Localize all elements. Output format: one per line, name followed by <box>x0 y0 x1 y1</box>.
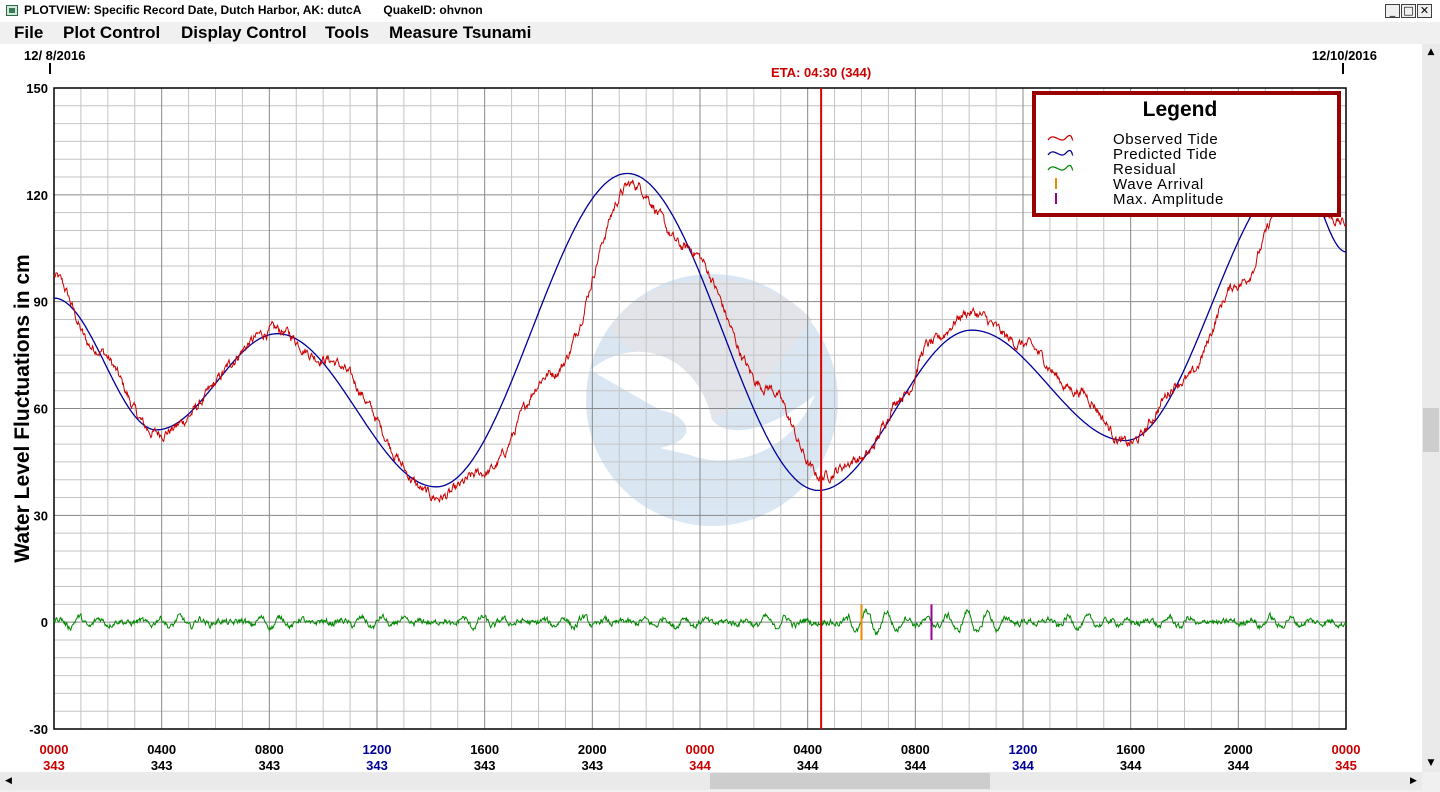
x-tick-day: 343 <box>581 758 603 772</box>
noaa-logo-icon <box>586 274 838 526</box>
horizontal-scroll-thumb[interactable] <box>710 773 990 789</box>
x-tick-time: 0000 <box>686 742 715 757</box>
vertical-scroll-thumb[interactable] <box>1423 408 1439 452</box>
y-tick-label: 0 <box>41 615 48 630</box>
title-bar: PLOTVIEW: Specific Record Date, Dutch Ha… <box>0 0 1440 23</box>
y-tick-label: 90 <box>34 295 48 310</box>
x-tick-day: 343 <box>151 758 173 772</box>
x-tick-day: 343 <box>474 758 496 772</box>
x-tick-day: 344 <box>904 758 926 772</box>
start-date-label: 12/ 8/2016 <box>24 48 85 63</box>
legend-item-label: Predicted Tide <box>1113 146 1217 163</box>
x-tick-day: 344 <box>1012 758 1034 772</box>
legend-item-label: Residual <box>1113 161 1176 178</box>
x-tick-time: 1200 <box>363 742 392 757</box>
x-tick-time: 0800 <box>901 742 930 757</box>
window-title-text: PLOTVIEW: Specific Record Date, Dutch Ha… <box>24 3 362 17</box>
x-tick-day: 343 <box>366 758 388 772</box>
x-tick-day: 345 <box>1335 758 1357 772</box>
x-tick-day: 343 <box>43 758 65 772</box>
menu-measure-tsunami[interactable]: Measure Tsunami <box>389 23 532 42</box>
x-tick-time: 2000 <box>1224 742 1253 757</box>
menu-display-control[interactable]: Display Control <box>181 23 307 42</box>
predicted-tide-line <box>53 169 1347 492</box>
y-axis-label: Water Level Fluctuations in cm <box>11 254 34 562</box>
x-tick-day: 344 <box>1120 758 1142 772</box>
x-tick-time: 0800 <box>255 742 284 757</box>
x-tick-day: 343 <box>258 758 280 772</box>
scroll-left-icon[interactable]: ◀ <box>5 776 12 786</box>
y-tick-label: 120 <box>26 188 48 203</box>
menu-file[interactable]: File <box>14 23 44 42</box>
x-tick-time: 1200 <box>1009 742 1038 757</box>
horizontal-scrollbar[interactable]: ◀ ▶ <box>0 772 1422 790</box>
legend-item-label: Observed Tide <box>1113 131 1218 148</box>
menu-bar: File Plot Control Display Control Tools … <box>0 22 1440 44</box>
x-tick-time: 0400 <box>147 742 176 757</box>
eta-label: ETA: 04:30 (344) <box>771 65 871 80</box>
scroll-up-icon[interactable]: ▲ <box>1427 47 1435 57</box>
plot-area: 150 120 90 60 30 0 -30 0000 343 0400 343 0800 343 12… <box>0 44 1422 773</box>
x-tick-day: 344 <box>797 758 819 772</box>
end-date-label: 12/10/2016 <box>1312 48 1377 63</box>
x-tick-time: 0000 <box>40 742 69 757</box>
scroll-right-icon[interactable]: ▶ <box>1410 776 1417 786</box>
legend-item-label: Wave Arrival <box>1113 176 1204 193</box>
date-labels: 12/ 8/2016 12/10/2016 <box>24 48 1377 74</box>
legend-wave-icon <box>1047 134 1074 141</box>
vertical-scrollbar[interactable]: ▲ ▼ <box>1422 44 1440 772</box>
app-icon <box>6 5 18 16</box>
quake-id: QuakeID: ohvnon <box>383 3 483 17</box>
x-tick-time: 0400 <box>793 742 822 757</box>
x-tick-time: 1600 <box>470 742 499 757</box>
maximize-button[interactable]: □ <box>1401 4 1416 18</box>
menu-plot-control[interactable]: Plot Control <box>63 23 161 42</box>
x-axis: 0000343040034308003431200343160034320003… <box>40 742 1361 773</box>
legend-box <box>1032 91 1341 217</box>
minimize-button[interactable]: _ <box>1385 4 1400 18</box>
legend-wave-icon <box>1047 164 1074 171</box>
series-group <box>53 88 1347 729</box>
window-title: PLOTVIEW: Specific Record Date, Dutch Ha… <box>24 3 483 17</box>
close-button[interactable]: ✕ <box>1417 4 1432 18</box>
y-axis: 150 120 90 60 30 0 -30 <box>26 81 48 737</box>
observed-tide-line <box>53 179 1347 504</box>
x-tick-time: 1600 <box>1116 742 1145 757</box>
legend-title: Legend <box>1143 98 1218 121</box>
y-tick-label: 30 <box>34 508 48 523</box>
legend-item-label: Max. Amplitude <box>1113 191 1224 208</box>
scrollbar-corner <box>1422 772 1440 790</box>
y-tick-label: -30 <box>29 722 48 737</box>
x-tick-time: 0000 <box>1332 742 1361 757</box>
x-tick-day: 344 <box>1227 758 1249 772</box>
residual-line <box>53 608 1347 636</box>
x-tick-day: 344 <box>689 758 711 772</box>
y-tick-label: 150 <box>26 81 48 96</box>
plot-frame <box>53 87 1347 730</box>
menu-tools[interactable]: Tools <box>325 23 370 42</box>
scroll-down-icon[interactable]: ▼ <box>1427 758 1435 768</box>
x-tick-time: 2000 <box>578 742 607 757</box>
y-tick-label: 60 <box>34 402 48 417</box>
legend-wave-icon <box>1047 149 1074 156</box>
